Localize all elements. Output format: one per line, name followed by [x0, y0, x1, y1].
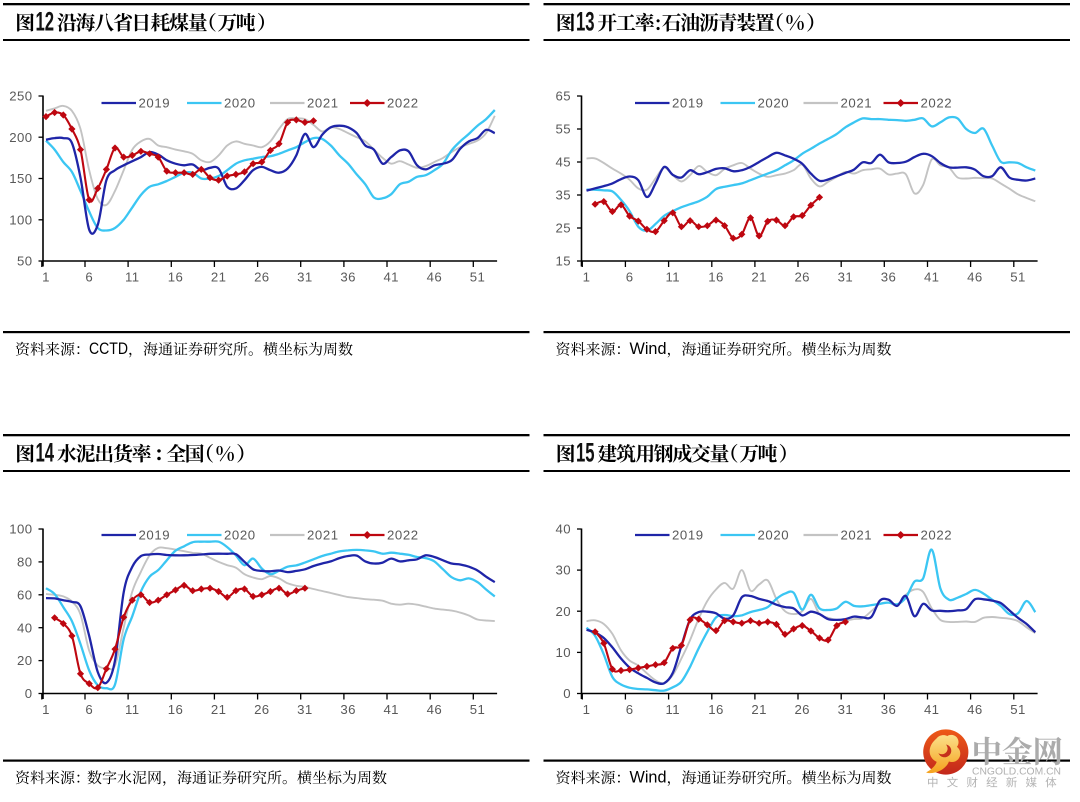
svg-text:15: 15: [576, 437, 595, 467]
svg-text:55: 55: [556, 122, 571, 137]
svg-text:CNGOLD.COM.CN: CNGOLD.COM.CN: [972, 766, 1061, 778]
svg-text:36: 36: [881, 270, 896, 285]
svg-text:2021: 2021: [307, 96, 339, 111]
svg-text:51: 51: [1010, 270, 1025, 285]
svg-text:35: 35: [556, 188, 571, 203]
svg-text:1: 1: [42, 702, 50, 717]
svg-text:11: 11: [125, 702, 140, 717]
svg-text:0: 0: [25, 686, 33, 701]
svg-text:6: 6: [85, 270, 93, 285]
svg-text:2022: 2022: [387, 96, 419, 111]
svg-text:80: 80: [17, 555, 32, 570]
svg-text:250: 250: [9, 89, 32, 104]
svg-text:21: 21: [751, 702, 766, 717]
svg-text:1: 1: [583, 702, 591, 717]
svg-text:6: 6: [626, 702, 634, 717]
svg-text:100: 100: [9, 212, 32, 227]
svg-text:20: 20: [17, 653, 32, 668]
svg-text:2019: 2019: [139, 528, 171, 543]
svg-text:2019: 2019: [672, 96, 704, 111]
svg-text:41: 41: [924, 702, 939, 717]
svg-text:2020: 2020: [758, 96, 790, 111]
svg-text:150: 150: [9, 171, 32, 186]
svg-text:Wind: Wind: [630, 339, 667, 358]
svg-text:2020: 2020: [224, 528, 256, 543]
svg-text:25: 25: [556, 221, 571, 236]
svg-text:40: 40: [556, 522, 571, 537]
svg-text:31: 31: [297, 270, 312, 285]
svg-text:2022: 2022: [387, 528, 419, 543]
svg-text:2022: 2022: [921, 528, 953, 543]
svg-text:2020: 2020: [758, 528, 790, 543]
svg-text:65: 65: [556, 89, 571, 104]
svg-text:2022: 2022: [921, 96, 953, 111]
svg-text:45: 45: [556, 155, 571, 170]
svg-text:20: 20: [556, 604, 571, 619]
svg-text:2021: 2021: [841, 96, 873, 111]
svg-text:31: 31: [297, 702, 312, 717]
svg-text:51: 51: [1010, 702, 1025, 717]
svg-text:6: 6: [626, 270, 634, 285]
svg-text:13: 13: [576, 6, 595, 36]
svg-text:15: 15: [556, 254, 571, 269]
svg-text:31: 31: [838, 702, 853, 717]
svg-text:41: 41: [383, 270, 398, 285]
svg-text:2021: 2021: [841, 528, 873, 543]
svg-text:Wind: Wind: [630, 768, 667, 787]
svg-text:46: 46: [967, 702, 982, 717]
svg-text:1: 1: [42, 270, 50, 285]
svg-text:26: 26: [794, 270, 809, 285]
svg-text:200: 200: [9, 130, 32, 145]
svg-text:36: 36: [340, 270, 355, 285]
svg-text:CCTD: CCTD: [89, 339, 128, 358]
svg-text:2021: 2021: [307, 528, 339, 543]
svg-text:26: 26: [254, 270, 269, 285]
svg-text:16: 16: [708, 270, 723, 285]
svg-text:2019: 2019: [672, 528, 704, 543]
svg-text:41: 41: [924, 270, 939, 285]
svg-text:21: 21: [751, 270, 766, 285]
svg-text:21: 21: [211, 270, 226, 285]
svg-text:12: 12: [36, 6, 55, 36]
svg-text:100: 100: [9, 522, 32, 537]
svg-text:16: 16: [708, 702, 723, 717]
svg-text:46: 46: [427, 270, 442, 285]
svg-text:46: 46: [427, 702, 442, 717]
svg-text:26: 26: [794, 702, 809, 717]
svg-text:60: 60: [17, 587, 32, 602]
svg-text:11: 11: [125, 270, 140, 285]
svg-text:51: 51: [470, 270, 485, 285]
svg-text:11: 11: [666, 270, 681, 285]
svg-text:51: 51: [470, 702, 485, 717]
svg-text:50: 50: [17, 254, 32, 269]
svg-text:16: 16: [168, 702, 183, 717]
svg-text:40: 40: [17, 620, 32, 635]
svg-text:0: 0: [563, 686, 571, 701]
svg-text:41: 41: [383, 702, 398, 717]
svg-text:2019: 2019: [139, 96, 171, 111]
svg-text:21: 21: [211, 702, 226, 717]
svg-text:11: 11: [666, 702, 681, 717]
svg-text:16: 16: [168, 270, 183, 285]
svg-text:10: 10: [556, 645, 571, 660]
svg-text:31: 31: [838, 270, 853, 285]
svg-text:1: 1: [583, 270, 591, 285]
svg-text:46: 46: [967, 270, 982, 285]
svg-text:36: 36: [881, 702, 896, 717]
svg-text:30: 30: [556, 563, 571, 578]
svg-text:6: 6: [85, 702, 93, 717]
svg-text:36: 36: [340, 702, 355, 717]
svg-text:2020: 2020: [224, 96, 256, 111]
svg-text:26: 26: [254, 702, 269, 717]
svg-text:14: 14: [36, 437, 55, 467]
